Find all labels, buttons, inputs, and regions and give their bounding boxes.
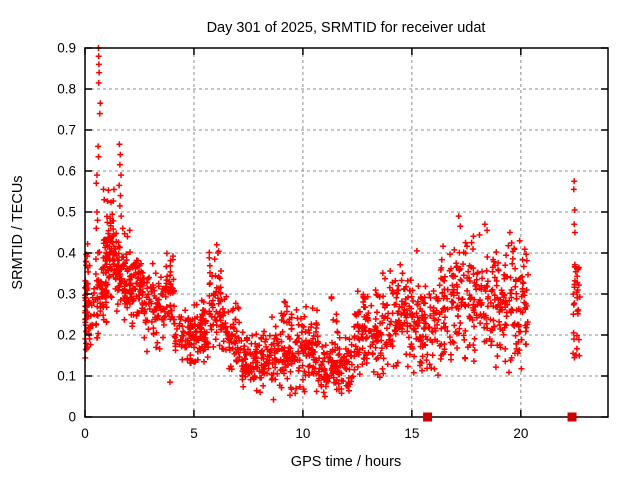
x-tick-labels: 0 5 10 15 20 <box>81 426 528 441</box>
scatter-points <box>82 45 583 403</box>
chart-title: Day 301 of 2025, SRMTID for receiver uda… <box>207 20 486 36</box>
x-tick-label: 15 <box>404 426 419 441</box>
x-tick-label: 10 <box>295 426 310 441</box>
x-tick-label: 20 <box>513 426 528 441</box>
y-tick-label: 0.2 <box>57 328 76 343</box>
y-tick-label: 0.4 <box>57 246 76 261</box>
grid-lines <box>85 48 608 417</box>
y-tick-labels: 0 0.1 0.2 0.3 0.4 0.5 0.6 0.7 0.8 0.9 <box>57 41 76 425</box>
y-tick-label: 0 <box>68 410 76 425</box>
zero-square-marker <box>423 412 433 422</box>
plot-border <box>84 47 609 418</box>
y-tick-label: 0.5 <box>57 205 76 220</box>
y-axis-label: SRMTID / TECUs <box>10 175 26 289</box>
x-axis-label: GPS time / hours <box>291 454 401 470</box>
y-tick-label: 0.9 <box>57 41 76 56</box>
axis-ticks <box>84 47 608 418</box>
zero-square-markers <box>423 412 577 422</box>
x-tick-label: 0 <box>81 426 89 441</box>
x-tick-label: 5 <box>190 426 198 441</box>
y-tick-label: 0.7 <box>57 123 76 138</box>
y-tick-label: 0.8 <box>57 82 76 97</box>
y-tick-label: 0.6 <box>57 164 76 179</box>
y-tick-label: 0.1 <box>57 369 76 384</box>
zero-square-marker <box>567 412 577 422</box>
y-tick-label: 0.3 <box>57 287 76 302</box>
